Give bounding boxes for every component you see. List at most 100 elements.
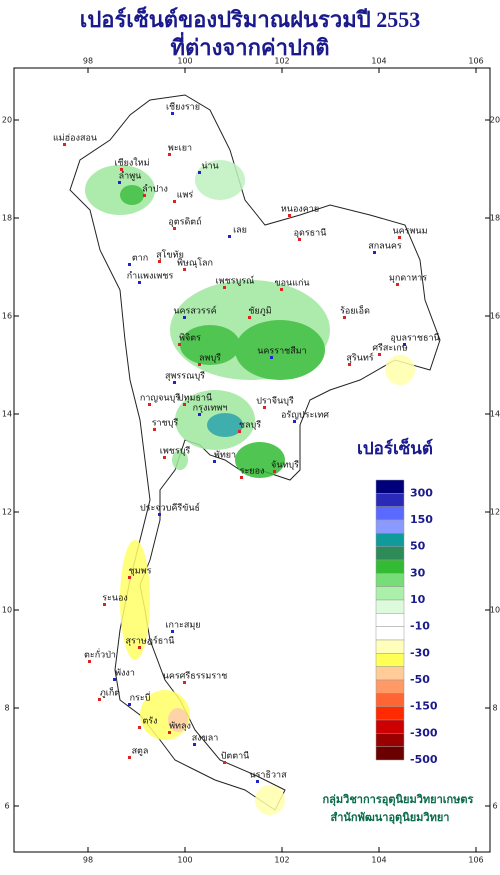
lat-tick-label: 6 (4, 802, 9, 811)
province-label: ปัตตานี (221, 751, 250, 762)
legend-label: 30 (410, 566, 426, 579)
lon-tick-label: 102 (274, 57, 289, 66)
station (103, 603, 106, 606)
province-label: นครศรีธรรมราช (163, 671, 228, 682)
station (173, 381, 176, 384)
station (183, 403, 186, 406)
lat-tick-label: 10 (2, 606, 12, 615)
station (396, 283, 399, 286)
station (98, 698, 101, 701)
subtitle: ที่ต่างจากค่าปกติ (170, 31, 329, 60)
legend-label: -10 (410, 620, 430, 633)
province-label: เลย (233, 226, 247, 236)
legend-swatch (375, 653, 405, 667)
station (223, 761, 226, 764)
province-label: เพชรบูรณ์ (216, 275, 255, 287)
province-label: สกลนคร (368, 242, 402, 252)
station (183, 316, 186, 319)
province-label: นครพนม (392, 227, 427, 237)
legend-label: 50 (410, 540, 426, 553)
province-label: ลำปาง (142, 184, 168, 195)
province-label: อุบลราชธานี (390, 333, 439, 344)
province-label: ชัยภูมิ (248, 306, 271, 317)
legend-swatch (375, 679, 405, 694)
lon-tick-label: 98 (83, 57, 93, 66)
province-label: แพร่ (177, 191, 194, 201)
station (348, 363, 351, 366)
legend-label: -50 (410, 673, 430, 686)
legend-swatch (375, 706, 405, 721)
station (143, 194, 146, 197)
province-label: เชียงราย (166, 102, 200, 113)
province-label: กำแพงเพชร (127, 271, 174, 282)
station (158, 260, 161, 263)
lat-tick-label: 18 (490, 214, 500, 223)
legend-swatch (375, 586, 405, 601)
province-label: สุรินทร์ (346, 352, 373, 364)
province-label: อรัญประเทศ (281, 411, 329, 421)
station (343, 316, 346, 319)
legend-title: เปอร์เซ็นต์ (357, 436, 433, 458)
station (183, 681, 186, 684)
station (263, 406, 266, 409)
province-label: ภูเก็ต (100, 686, 120, 699)
lon-tick-label: 102 (274, 856, 289, 865)
lon-tick-label: 100 (177, 856, 192, 865)
province-label: ลำพูน (119, 171, 142, 182)
legend-swatch (375, 719, 405, 734)
lat-tick-label: 8 (492, 704, 497, 713)
legend-swatch (375, 546, 405, 561)
station (173, 227, 176, 230)
province-label: ชุมพร (129, 567, 152, 577)
station (128, 703, 131, 706)
legend-swatch (375, 493, 405, 507)
station (88, 660, 91, 663)
province-label: ศรีสะเกษ (372, 343, 407, 354)
province-label: พัทยา (214, 451, 236, 461)
province-label: สตูล (132, 747, 149, 757)
province-label: กาญจนบุรี (140, 393, 180, 404)
legend-label: 150 (410, 513, 433, 526)
province-label: พิษณุโลก (177, 258, 213, 269)
station (273, 470, 276, 473)
station (223, 286, 226, 289)
legend-swatch (375, 626, 405, 641)
province-label: นราธิวาส (249, 770, 287, 781)
station (293, 420, 296, 423)
province-label: ลพบุรี (199, 353, 221, 364)
legend-swatch (375, 666, 405, 681)
legend: 300 150 50 30 10 -10 -30 -50 -150 -300 -500 (375, 479, 438, 766)
lon-tick-label: 104 (371, 856, 386, 865)
station (240, 476, 243, 479)
station (238, 430, 241, 433)
province-label: ราชบุรี (152, 418, 179, 429)
title: เปอร์เซ็นต์ของปริมาณฝนรวมปี 2553 (80, 5, 420, 32)
station (198, 413, 201, 416)
legend-swatch (375, 533, 405, 547)
lat-tick-label: 20 (490, 116, 500, 125)
station (378, 353, 381, 356)
province-label: ตรัง (142, 717, 157, 727)
station (153, 428, 156, 431)
lat-tick-label: 8 (4, 704, 9, 713)
lon-tick-label: 104 (371, 57, 386, 66)
station (138, 646, 141, 649)
station (270, 356, 273, 359)
station (120, 168, 123, 171)
station (173, 200, 176, 203)
legend-label: -300 (410, 726, 438, 739)
station (213, 460, 216, 463)
lat-tick-label: 16 (490, 312, 500, 321)
station (183, 268, 186, 271)
legend-swatch (375, 693, 405, 707)
province-label: มุกดาหาร (389, 274, 427, 284)
legend-label: 10 (410, 593, 426, 606)
province-label: จันทบุรี (271, 460, 299, 471)
legend-swatch (375, 599, 405, 614)
province-label: แม่ฮ่องสอน (53, 134, 97, 144)
station (128, 263, 131, 266)
legend-swatch (375, 519, 405, 534)
legend-swatch (375, 613, 405, 627)
lon-tick-label: 106 (468, 57, 483, 66)
